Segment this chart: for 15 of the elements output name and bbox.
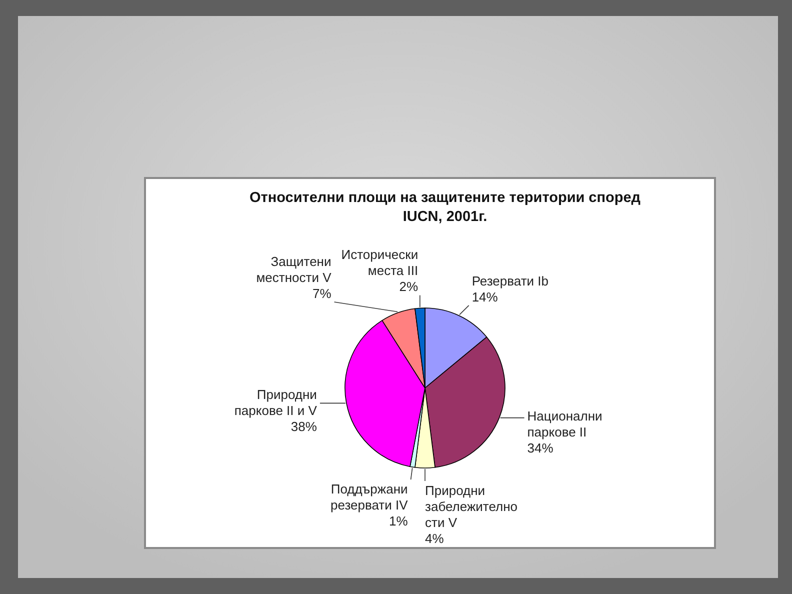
slice-label: Исторически места III xyxy=(341,247,418,278)
slice-label: Резервати Ib xyxy=(472,273,549,288)
chart-title: Относителни площи на защитените територии според IUCN, 2001г. xyxy=(249,190,641,225)
data-label: 1% xyxy=(388,514,408,529)
data-label: 2% xyxy=(399,279,419,294)
data-label: 38% xyxy=(290,419,318,434)
slice-label: Природни паркове II и V xyxy=(234,387,318,418)
slice-label: Защитени местности V xyxy=(256,254,332,285)
data-label: 7% xyxy=(312,286,332,301)
slice-label: Природни забележително сти V xyxy=(425,483,518,530)
slice-label: Национални паркове II xyxy=(527,408,602,440)
data-label: 34% xyxy=(527,440,554,456)
data-label: 4% xyxy=(425,531,444,546)
data-label: 14% xyxy=(472,289,498,304)
slice-label: Поддържани резервати IV xyxy=(330,482,408,513)
